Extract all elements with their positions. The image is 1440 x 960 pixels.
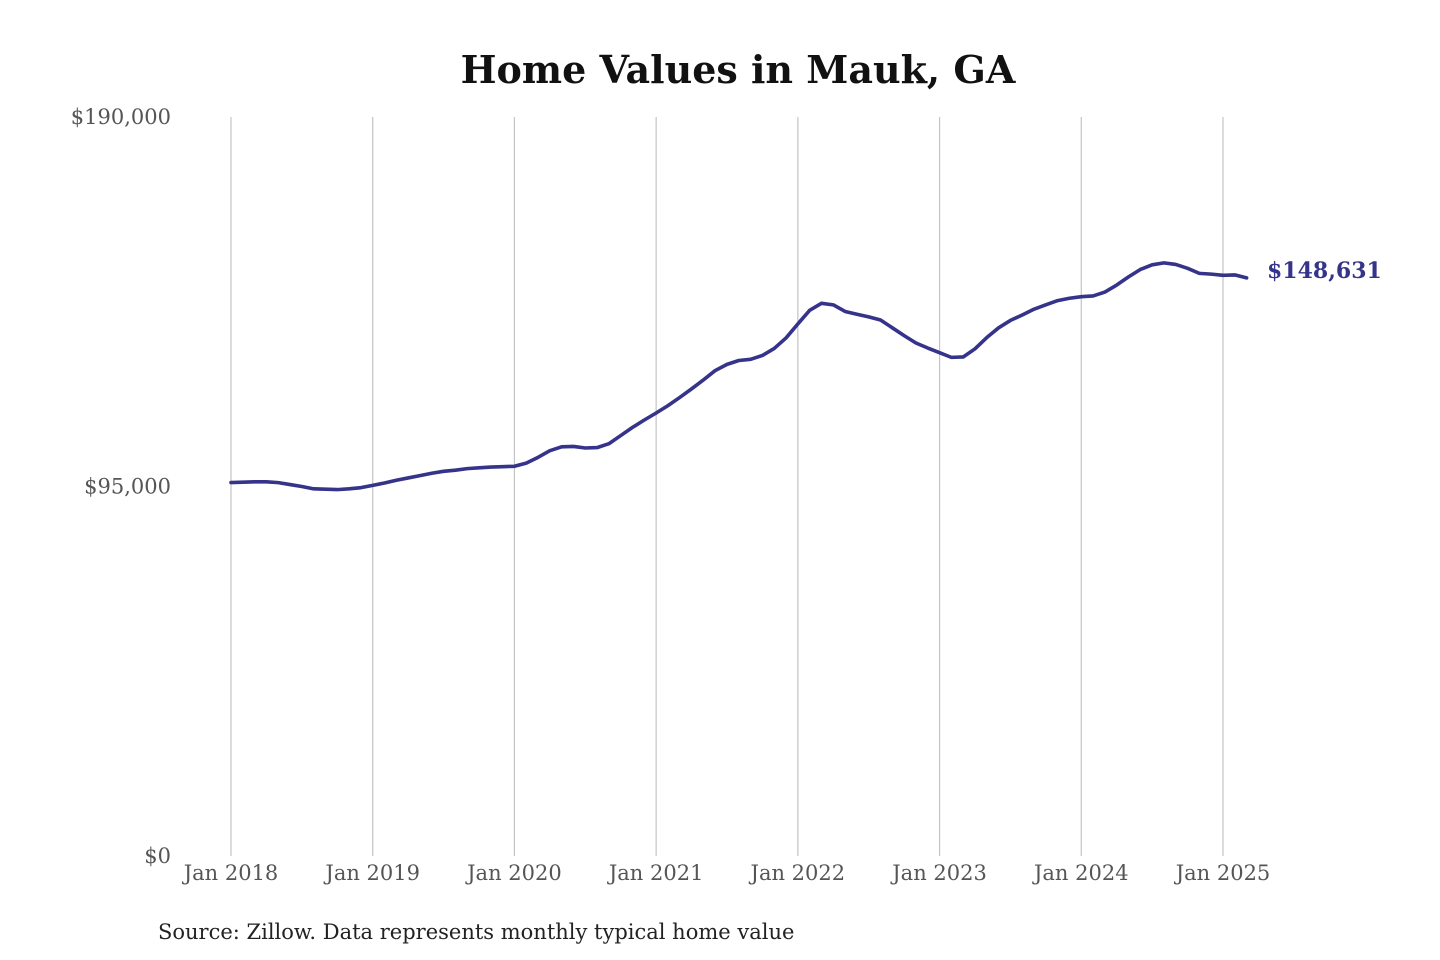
y-tick-label: $0 (144, 844, 171, 868)
source-note: Source: Zillow. Data represents monthly … (158, 920, 794, 944)
chart-title: Home Values in Mauk, GA (461, 47, 1016, 92)
x-tick-label: Jan 2024 (1032, 861, 1129, 885)
x-tick-label: Jan 2020 (465, 861, 562, 885)
y-tick-label: $95,000 (84, 475, 171, 499)
series-line (229, 261, 1249, 492)
y-axis-ticks: $0 $95,000 $190,000 (71, 105, 171, 868)
x-tick-label: Jan 2025 (1174, 861, 1271, 885)
x-tick-label: Jan 2021 (607, 861, 704, 885)
x-tick-label: Jan 2018 (182, 861, 279, 885)
x-axis-ticks: Jan 2018 Jan 2019 Jan 2020 Jan 2021 Jan 2022… (182, 861, 1271, 885)
end-value-label: $148,631 (1267, 258, 1382, 284)
grid-layer (230, 117, 1224, 856)
y-tick-label: $190,000 (71, 105, 171, 129)
x-tick-label: Jan 2019 (323, 861, 420, 885)
x-tick-label: Jan 2023 (890, 861, 987, 885)
x-tick-label: Jan 2022 (749, 861, 846, 885)
